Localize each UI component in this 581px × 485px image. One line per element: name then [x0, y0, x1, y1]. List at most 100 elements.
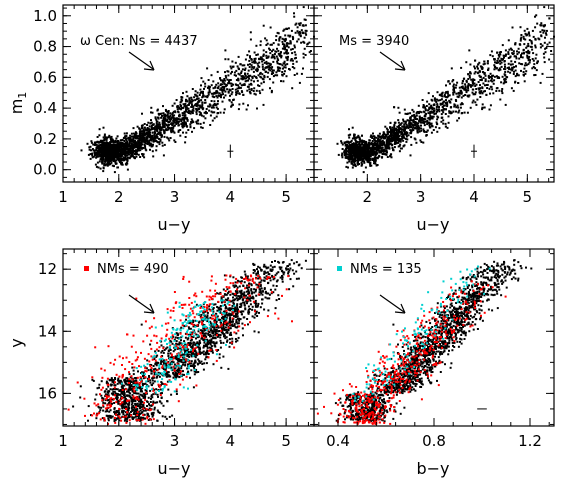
x-tick-label: 1: [58, 188, 68, 206]
data-point: [175, 123, 178, 125]
data-point: [449, 112, 452, 115]
data-point: [522, 52, 525, 55]
data-point: [112, 141, 115, 144]
data-point: [223, 303, 226, 306]
data-point: [284, 34, 287, 37]
data-point: [184, 141, 187, 144]
data-point: [359, 145, 361, 148]
data-point: [160, 112, 163, 115]
data-point: [481, 103, 484, 106]
data-point: [185, 131, 188, 134]
data-point: [439, 93, 442, 96]
data-point: [287, 55, 289, 58]
data-point: [226, 340, 228, 343]
data-point: [352, 143, 355, 146]
data-point: [502, 58, 504, 61]
data-point: [346, 161, 349, 164]
data-point: [241, 78, 244, 81]
data-point: [149, 142, 152, 145]
data-point: [392, 136, 395, 138]
data-point: [142, 128, 145, 131]
data-point: [95, 152, 98, 155]
data-point: [428, 125, 431, 128]
data-point: [505, 76, 508, 78]
data-point: [136, 137, 139, 140]
data-point: [218, 94, 221, 97]
data-point: [410, 131, 413, 134]
data-point: [162, 124, 165, 127]
data-point: [420, 129, 423, 132]
data-point: [275, 39, 278, 42]
data-point: [514, 43, 517, 46]
data-point: [107, 143, 110, 146]
data-point: [383, 141, 386, 144]
data-point: [503, 68, 506, 70]
data-point: [431, 108, 434, 111]
data-point: [394, 139, 397, 142]
data-point: [204, 85, 207, 88]
data-point: [504, 49, 507, 52]
data-point: [130, 152, 132, 155]
data-point: [212, 106, 215, 109]
data-point: [132, 135, 135, 138]
data-point: [132, 127, 135, 130]
data-point: [492, 92, 495, 95]
data-point: [403, 108, 406, 111]
data-point: [538, 38, 541, 41]
data-point: [133, 144, 136, 147]
data-point: [442, 100, 445, 103]
data-point: [528, 51, 531, 54]
data-point: [150, 111, 152, 114]
data-point: [444, 113, 447, 115]
data-point: [161, 134, 163, 137]
data-point: [285, 75, 288, 78]
data-point: [172, 125, 175, 128]
data-point: [375, 145, 378, 148]
data-point: [237, 67, 240, 70]
data-point: [479, 79, 482, 81]
data-point: [397, 106, 400, 109]
data-point: [296, 40, 299, 43]
data-point: [130, 154, 133, 157]
data-point: [272, 60, 275, 63]
data-point: [114, 160, 117, 163]
data-point: [156, 136, 159, 139]
data-point: [487, 67, 490, 70]
data-point: [285, 56, 288, 59]
data-point: [300, 29, 303, 32]
data-point: [409, 154, 412, 157]
data-point: [428, 124, 431, 127]
data-point: [509, 55, 512, 58]
data-point: [177, 118, 179, 120]
data-point: [157, 112, 160, 115]
data-point: [91, 154, 94, 157]
data-point: [152, 123, 154, 126]
data-point: [279, 67, 282, 70]
data-point: [380, 142, 383, 145]
data-point: [126, 154, 129, 157]
data-point: [94, 154, 97, 157]
data-point: [199, 113, 202, 115]
data-point: [367, 141, 370, 144]
data-point: [435, 98, 438, 101]
data-point: [540, 34, 543, 37]
data-point: [116, 135, 119, 138]
data-point: [187, 109, 190, 112]
data-point: [183, 114, 186, 117]
data-point: [126, 168, 129, 171]
data-point: [188, 344, 190, 346]
data-point: [262, 24, 265, 27]
data-point: [296, 26, 299, 29]
data-point: [126, 151, 129, 154]
data-point: [203, 332, 206, 335]
data-point: [108, 159, 111, 162]
data-point: [405, 140, 408, 143]
data-point: [162, 105, 164, 108]
data-point: [386, 133, 389, 135]
data-point: [180, 105, 182, 107]
data-point: [530, 40, 533, 43]
data-point: [415, 141, 418, 144]
data-point: [170, 356, 172, 359]
data-point: [170, 122, 173, 125]
